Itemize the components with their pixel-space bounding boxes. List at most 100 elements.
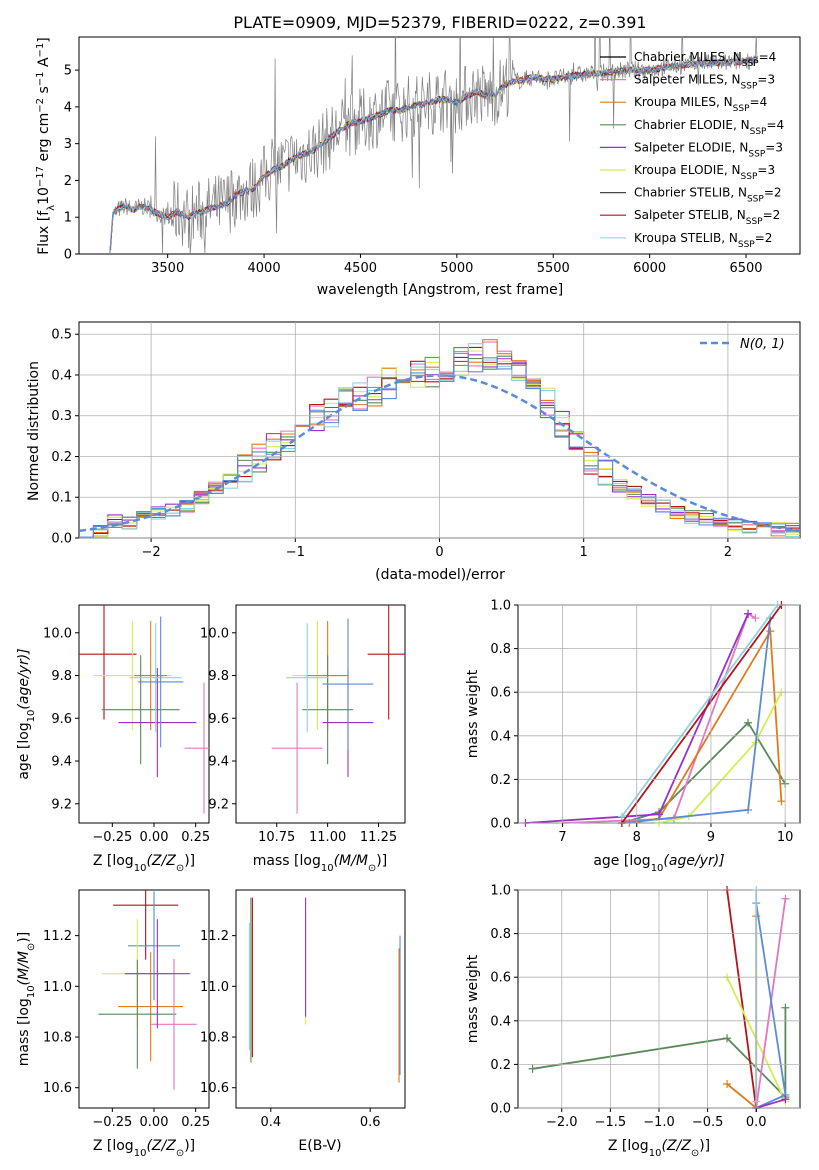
error-cross (184, 682, 209, 814)
x-tick-label: 0 (435, 545, 443, 560)
x-tick-label: 0.00 (140, 830, 169, 845)
data-point-marker (781, 1095, 790, 1104)
y-tick-label: 0.2 (490, 773, 511, 788)
x-tick-label: 10 (777, 830, 794, 845)
error-cross (134, 621, 167, 731)
error-cross (118, 668, 197, 778)
y-tick-label: 11.0 (43, 980, 72, 995)
y-tick-label: 0 (64, 248, 72, 263)
y-tick-label: 0.4 (490, 1014, 511, 1029)
y-tick-label: 3 (64, 137, 72, 152)
y-tick-label: 10.8 (200, 1031, 229, 1046)
x-tick-label: 2 (724, 545, 732, 560)
y-tick-label: 9.6 (51, 712, 72, 727)
y-tick-label: 0.8 (490, 927, 511, 942)
x-tick-label: −1.0 (643, 1115, 675, 1130)
x-tick-label: −0.5 (692, 1115, 724, 1130)
legend-normal-label: N(0, 1) (740, 337, 785, 352)
y-tick-label: 0.0 (490, 817, 511, 832)
error-cross (118, 952, 184, 1062)
mass-weight-line (621, 604, 779, 818)
error-cross (79, 605, 137, 720)
x-tick-label: 11.00 (309, 830, 346, 845)
x-tick-label: 0.25 (181, 1115, 210, 1130)
mass-weight-vs-age-panel: 7 8 9 10 0.0 0.2 0.4 0.6 0.8 1.0 (490, 599, 801, 845)
error-cross (128, 891, 180, 1001)
age-vs-metallicity-panel: −0.25 0.00 0.25 9.2 9.4 9.6 9.8 10.0 (43, 604, 210, 845)
y-tick-label: 10.0 (43, 626, 72, 641)
x-tick-label: 11.25 (360, 830, 397, 845)
y-tick-label: 11.0 (200, 980, 229, 995)
x-tick-label: −0.25 (92, 1115, 132, 1130)
x-tick-label: 4000 (248, 261, 281, 276)
y-tick-label: 0.4 (490, 729, 511, 744)
error-cross (271, 682, 323, 814)
y-tick-label: 11.2 (200, 929, 229, 944)
x-tick-label: 0.25 (181, 830, 210, 845)
mass-weight-line (621, 721, 786, 824)
x-tick-label: 7 (558, 830, 566, 845)
y-tick-label: 0.0 (51, 532, 72, 547)
data-point-marker (744, 718, 753, 727)
x-tick-label: −1 (286, 545, 305, 560)
error-cross (98, 959, 177, 1069)
mass-vs-extinction-panel: 0.4 0.6 10.6 10.8 11.0 11.2 (200, 889, 406, 1130)
legend-entry: Chabrier ELODIE, NSSP=4 (600, 118, 784, 137)
y-axis-label: mass [log10(M/M⊙)] (16, 932, 37, 1066)
data-point-marker (781, 894, 790, 903)
data-point-marker (723, 1034, 732, 1043)
data-point-marker (617, 812, 626, 821)
svg-text:Chabrier MILES, NSSP=4: Chabrier MILES, NSSP=4 (634, 50, 776, 69)
age-vs-mass-panel: 10.75 11.00 11.25 9.2 9.4 9.6 9.8 10.0 (200, 604, 406, 845)
model-fit-line (109, 55, 759, 254)
data-point-marker (655, 810, 663, 819)
y-tick-label: 0.1 (51, 491, 72, 506)
data-point-marker (744, 805, 753, 814)
error-cross (151, 958, 197, 1090)
y-tick-label: 0.8 (490, 642, 511, 657)
x-axis-label: wavelength [Angstrom, rest frame] (317, 282, 563, 298)
data-point-marker (766, 627, 775, 636)
y-tick-label: 11.2 (43, 929, 72, 944)
y-tick-label: 0.6 (490, 971, 511, 986)
data-point-marker (528, 1064, 537, 1073)
x-tick-label: 0.4 (260, 1115, 281, 1130)
x-axis-label: age [log10(age/yr)] (593, 853, 724, 874)
chart-title: PLATE=0909, MJD=52379, FIBERID=0222, z=0… (233, 13, 646, 32)
x-axis-label: E(B-V) (298, 1138, 341, 1154)
legend-entry: Kroupa MILES, NSSP=4 (600, 95, 767, 114)
x-tick-label: 6000 (633, 261, 666, 276)
y-tick-label: 2 (64, 174, 72, 189)
y-tick-label: 9.6 (208, 712, 229, 727)
svg-text:Kroupa MILES, NSSP=4: Kroupa MILES, NSSP=4 (634, 95, 767, 114)
x-axis-label: Z [log10(Z/Z⊙)] (608, 1138, 710, 1159)
error-cross (302, 655, 353, 765)
x-tick-label: 3500 (151, 261, 184, 276)
x-tick-label: 6500 (729, 261, 762, 276)
svg-text:Chabrier STELIB, NSSP=2: Chabrier STELIB, NSSP=2 (634, 186, 782, 205)
y-tick-label: 9.4 (208, 755, 229, 770)
x-axis-label: Z [log10(Z/Z⊙)] (93, 853, 195, 874)
error-cross (124, 919, 190, 1029)
legend-entry: Kroupa STELIB, NSSP=2 (600, 231, 772, 250)
svg-text:Kroupa ELODIE, NSSP=3: Kroupa ELODIE, NSSP=3 (634, 163, 775, 182)
error-cross (367, 605, 405, 720)
legend-entry: Salpeter MILES, NSSP=3 (600, 73, 775, 92)
y-axis-label: Normed distribution (26, 361, 42, 501)
error-cross (129, 623, 182, 733)
mass-weight-vs-metallicity-panel: −2.0 −1.5 −1.0 −0.5 0.0 0.0 0.2 0.4 0.6 0.8 1.0 (490, 884, 801, 1130)
y-tick-label: 10.6 (43, 1081, 72, 1096)
error-cross (137, 616, 184, 748)
data-point-marker (781, 1003, 790, 1012)
y-tick-label: 1.0 (490, 599, 511, 614)
y-tick-label: 0.6 (490, 686, 511, 701)
data-point-marker (777, 797, 786, 806)
y-tick-label: 9.4 (51, 755, 72, 770)
spectrum-panel: PLATE=0909, MJD=52379, FIBERID=0222, z=0… (35, 13, 801, 298)
legend-entry: Salpeter STELIB, NSSP=2 (600, 208, 780, 227)
x-tick-label: 5000 (440, 261, 473, 276)
error-cross (101, 655, 180, 765)
y-tick-label: 0.2 (51, 450, 72, 465)
y-tick-label: 4 (64, 100, 72, 115)
